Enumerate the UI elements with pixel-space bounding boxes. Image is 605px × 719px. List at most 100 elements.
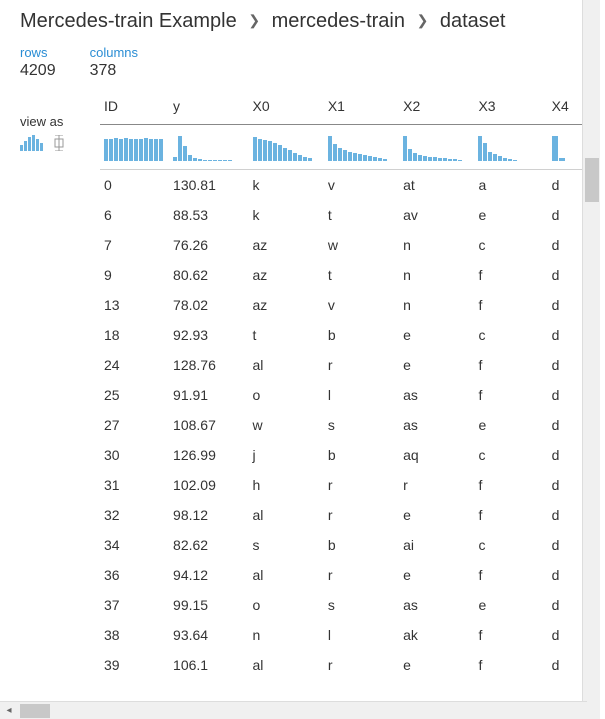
histogram-X0[interactable] (253, 135, 320, 161)
cell-ID: 37 (100, 590, 169, 620)
cell-X2: e (399, 650, 474, 680)
cell-y: 94.12 (169, 560, 248, 590)
table-row[interactable]: 24128.76alrefd (100, 350, 600, 380)
vertical-scrollbar[interactable] (582, 0, 600, 719)
cell-X0: n (249, 620, 324, 650)
rows-value: 4209 (20, 62, 56, 80)
cell-X2: e (399, 500, 474, 530)
breadcrumb-item[interactable]: mercedes-train (272, 10, 405, 32)
table-row[interactable]: 3694.12alrefd (100, 560, 600, 590)
histogram-ID[interactable] (104, 135, 165, 161)
cell-X1: b (324, 440, 399, 470)
cell-X0: o (249, 590, 324, 620)
cell-X3: f (474, 650, 547, 680)
chevron-right-icon: ❯ (417, 12, 429, 29)
cell-y: 98.12 (169, 500, 248, 530)
cell-X3: f (474, 290, 547, 320)
table-row[interactable]: 3799.15osased (100, 590, 600, 620)
cell-X1: b (324, 320, 399, 350)
breadcrumb-item[interactable]: Mercedes-train Example (20, 10, 237, 32)
cell-X0: k (249, 200, 324, 230)
column-header-y[interactable]: y (169, 92, 248, 125)
cell-X1: v (324, 170, 399, 201)
table-row[interactable]: 1378.02azvnfd (100, 290, 600, 320)
breadcrumb-item[interactable]: dataset (440, 10, 506, 32)
data-table: IDyX0X1X2X3X4 0130.81kvatad688.53ktaved7… (100, 92, 600, 680)
cell-y: 128.76 (169, 350, 248, 380)
cell-ID: 27 (100, 410, 169, 440)
breadcrumb: Mercedes-train Example ❯ mercedes-train … (0, 0, 600, 41)
cell-X1: t (324, 200, 399, 230)
histogram-X3[interactable] (478, 135, 543, 161)
cell-X1: r (324, 560, 399, 590)
cell-X0: al (249, 560, 324, 590)
cell-ID: 32 (100, 500, 169, 530)
cell-X3: f (474, 560, 547, 590)
table-row[interactable]: 688.53ktaved (100, 200, 600, 230)
table-row[interactable]: 3298.12alrefd (100, 500, 600, 530)
cell-ID: 34 (100, 530, 169, 560)
table-row[interactable]: 980.62aztnfd (100, 260, 600, 290)
table-row[interactable]: 3482.62sbaicd (100, 530, 600, 560)
cell-y: 102.09 (169, 470, 248, 500)
table-row[interactable]: 39106.1alrefd (100, 650, 600, 680)
cell-X0: o (249, 380, 324, 410)
cell-y: 99.15 (169, 590, 248, 620)
column-header-X3[interactable]: X3 (474, 92, 547, 125)
cell-ID: 0 (100, 170, 169, 201)
scrollbar-thumb[interactable] (20, 704, 50, 718)
cell-y: 91.91 (169, 380, 248, 410)
cell-y: 88.53 (169, 200, 248, 230)
cell-X1: s (324, 590, 399, 620)
cell-y: 82.62 (169, 530, 248, 560)
scroll-left-icon[interactable]: ◂ (2, 704, 16, 718)
cell-X0: al (249, 500, 324, 530)
column-header-X2[interactable]: X2 (399, 92, 474, 125)
histogram-X1[interactable] (328, 135, 395, 161)
cell-X3: f (474, 620, 547, 650)
cell-X2: ak (399, 620, 474, 650)
horizontal-scrollbar[interactable]: ◂ (0, 701, 587, 719)
column-header-X0[interactable]: X0 (249, 92, 324, 125)
cell-ID: 6 (100, 200, 169, 230)
table-row[interactable]: 30126.99jbaqcd (100, 440, 600, 470)
boxplot-view-icon[interactable] (52, 135, 66, 151)
cell-X1: r (324, 500, 399, 530)
table-row[interactable]: 27108.67wsased (100, 410, 600, 440)
rows-label: rows (20, 45, 56, 60)
cell-X2: e (399, 350, 474, 380)
table-row[interactable]: 3893.64nlakfd (100, 620, 600, 650)
cell-X1: r (324, 470, 399, 500)
cell-X0: w (249, 410, 324, 440)
cell-X2: n (399, 230, 474, 260)
cell-X3: c (474, 440, 547, 470)
chevron-right-icon: ❯ (248, 12, 260, 29)
cell-X3: c (474, 530, 547, 560)
cell-X0: t (249, 320, 324, 350)
cell-X3: e (474, 200, 547, 230)
cell-X3: f (474, 350, 547, 380)
cell-y: 108.67 (169, 410, 248, 440)
table-row[interactable]: 2591.91olasfd (100, 380, 600, 410)
cell-X2: av (399, 200, 474, 230)
cell-ID: 39 (100, 650, 169, 680)
cell-X0: h (249, 470, 324, 500)
cell-y: 92.93 (169, 320, 248, 350)
histogram-view-icon[interactable] (20, 135, 46, 151)
stats-bar: rows 4209 columns 378 (0, 41, 600, 92)
table-row[interactable]: 1892.93tbecd (100, 320, 600, 350)
histogram-X2[interactable] (403, 135, 470, 161)
cell-X2: as (399, 380, 474, 410)
histogram-y[interactable] (173, 135, 244, 161)
table-row[interactable]: 0130.81kvatad (100, 170, 600, 201)
table-row[interactable]: 776.26azwncd (100, 230, 600, 260)
column-header-X1[interactable]: X1 (324, 92, 399, 125)
column-header-ID[interactable]: ID (100, 92, 169, 125)
table-row[interactable]: 31102.09hrrfd (100, 470, 600, 500)
cell-ID: 24 (100, 350, 169, 380)
cell-X0: al (249, 350, 324, 380)
cell-X2: e (399, 320, 474, 350)
cell-X1: r (324, 650, 399, 680)
scrollbar-thumb[interactable] (585, 158, 599, 202)
cell-X2: r (399, 470, 474, 500)
